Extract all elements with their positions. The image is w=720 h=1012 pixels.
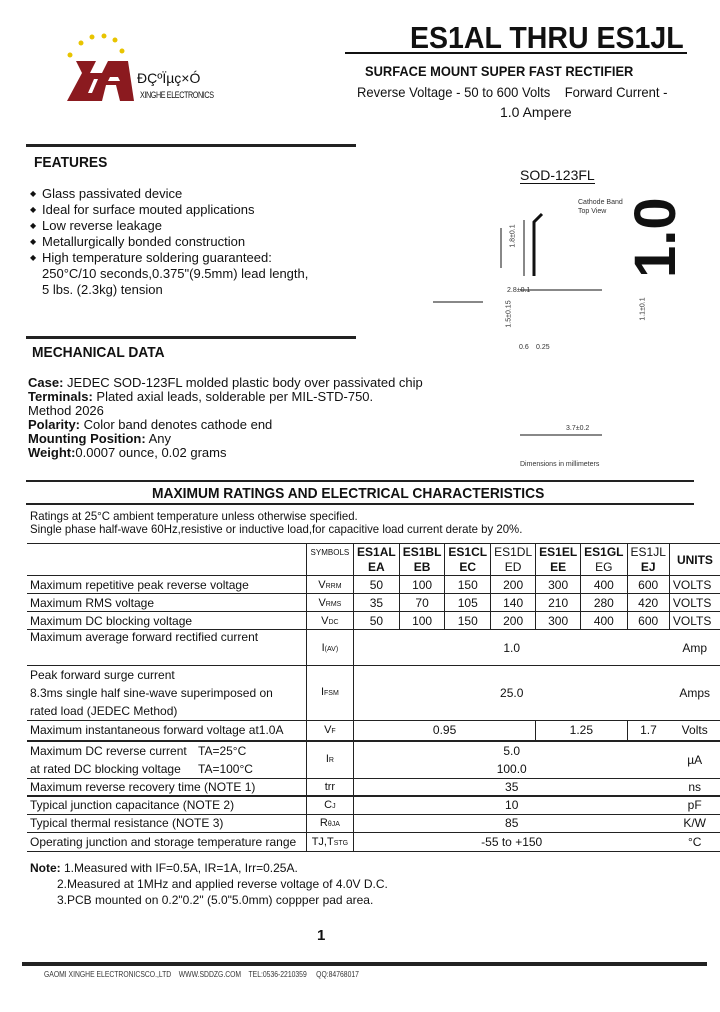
ratings-rule	[26, 503, 694, 505]
title-rule	[345, 52, 687, 54]
company-logo	[62, 33, 137, 108]
cathode-band-label: Cathode Band	[578, 199, 623, 206]
feature-continuation: 250°C/10 seconds,0.375"(9.5mm) lead leng…	[42, 266, 309, 281]
feature-item: ◆ Ideal for surface mouted applications	[30, 202, 255, 217]
features-rule	[26, 144, 356, 147]
notes: Note: 1.Measured with IF=0.5A, IR=1A, Ir…	[30, 860, 388, 908]
note-item: 2.Measured at 1MHz and applied reverse v…	[57, 877, 388, 891]
package-dimension-drawing	[433, 212, 602, 436]
top-view-label: Top View	[578, 208, 607, 215]
ratings-rule	[26, 480, 694, 482]
part-header: ES1DL ED	[490, 543, 537, 576]
symbols-header: SYMBOLS	[305, 543, 355, 576]
table-row: Maximum DC blocking voltage VDC 50 100 150…	[27, 611, 720, 630]
logo-text-en: XINGHE ELECTRONICS	[140, 90, 214, 100]
table-header-row: SYMBOLS ES1AL EA ES1BL EB ES1CL EC ES1DL ED …	[27, 543, 720, 576]
notes-title: Note:	[30, 861, 61, 875]
dim-label: 3.7±0.2	[566, 425, 590, 432]
mech-row-case: Case: JEDEC SOD-123FL molded plastic bod…	[28, 375, 423, 390]
part-header: ES1AL EA	[353, 543, 400, 576]
specs-line-2: 1.0 Ampere	[500, 104, 572, 120]
feature-continuation: 5 lbs. (2.3kg) tension	[42, 282, 163, 297]
part-header: ES1BL EB	[398, 543, 446, 576]
footer-rule	[22, 962, 707, 966]
page-number: 1	[317, 927, 326, 944]
mechanical-data: Case: JEDEC SOD-123FL molded plastic bod…	[28, 376, 423, 460]
arrow-bullet-icon: ◆	[30, 189, 37, 198]
logo-text-cn: ĐÇºÏµç×Ó	[137, 70, 201, 86]
features-heading: FEATURES	[34, 154, 108, 171]
dim-label: 0.6	[519, 344, 529, 351]
table-row: Peak forward surge current 8.3ms single h…	[27, 665, 720, 721]
mech-row-polarity: Polarity: Color band denotes cathode end	[28, 417, 273, 432]
arrow-bullet-icon: ◆	[30, 221, 37, 230]
ratings-note-2: Single phase half-wave 60Hz,resistive or…	[30, 522, 523, 536]
dimensions-footnote: Dimensions in millimeters	[520, 461, 600, 468]
table-row: Typical junction capacitance (NOTE 2) CJ…	[27, 795, 720, 815]
mechanical-heading: MECHANICAL DATA	[32, 344, 165, 361]
arrow-bullet-icon: ◆	[30, 253, 37, 262]
table-row: Maximum repetitive peak reverse voltage …	[27, 575, 720, 594]
feature-item: ◆ High temperature soldering guaranteed:	[30, 250, 272, 265]
mechanical-rule	[26, 336, 356, 339]
mech-row-mounting: Mounting Position: Any	[28, 431, 171, 446]
ratings-note-1: Ratings at 25°C ambient temperature unle…	[30, 509, 358, 523]
note-item: 1.Measured with IF=0.5A, IR=1A, Irr=0.25…	[60, 861, 298, 875]
ratings-heading: MAXIMUM RATINGS AND ELECTRICAL CHARACTER…	[152, 485, 545, 502]
units-header: UNITS	[668, 543, 720, 576]
document-subtitle: SURFACE MOUNT SUPER FAST RECTIFIER	[365, 63, 634, 79]
dim-label: 1.1±0.1	[639, 297, 647, 321]
dim-label: 0.25	[536, 344, 550, 351]
table-row: Maximum RMS voltage VRMS 35 70 105 140 210 28…	[27, 593, 720, 612]
feature-item: ◆ Metallurgically bonded construction	[30, 234, 246, 249]
feature-item: ◆ Glass passivated device	[30, 186, 183, 201]
note-item: 3.PCB mounted on 0.2"0.2" (5.0"5.0mm) co…	[57, 893, 374, 907]
package-name: SOD-123FL	[520, 167, 595, 184]
table-row: Maximum DC reverse current TA=25°C at rate…	[27, 740, 720, 779]
dim-label: 1.8±0.1	[509, 224, 517, 248]
dim-label: 2.8±0.1	[507, 287, 531, 294]
table-row: Operating junction and storage temperatu…	[27, 831, 720, 852]
specs-line-1: Reverse Voltage - 50 to 600 Volts Forwar…	[357, 84, 668, 100]
dim-label: 1.5±0.15	[505, 300, 513, 328]
part-header: ES1GL EG	[580, 543, 628, 576]
ratings-table: SYMBOLS ES1AL EA ES1BL EB ES1CL EC ES1DL ED …	[27, 543, 720, 852]
mech-row-terminals: Terminals: Plated axial leads, solderabl…	[28, 389, 374, 404]
part-header: ES1JL EJ	[626, 543, 670, 576]
part-header: ES1CL EC	[444, 543, 492, 576]
table-row: Typical thermal resistance (NOTE 3) RθJA…	[27, 813, 720, 833]
arrow-bullet-icon: ◆	[30, 205, 37, 214]
table-row: Maximum reverse recovery time (NOTE 1) t…	[27, 777, 720, 797]
table-row: Maximum average forward rectified curren…	[27, 629, 720, 666]
part-header: ES1EL EE	[535, 543, 582, 576]
feature-item: ◆ Low reverse leakage	[30, 218, 162, 233]
mech-row-method: Method 2026	[28, 403, 104, 418]
document-title: ES1AL THRU ES1JL	[410, 20, 684, 55]
arrow-bullet-icon: ◆	[30, 237, 37, 246]
features-list: ◆ Glass passivated device ◆ Ideal for surf…	[30, 186, 308, 298]
table-row: Maximum instantaneous forward voltage at…	[27, 720, 720, 741]
mech-row-weight: Weight:0.0007 ounce, 0.02 grams	[28, 445, 227, 460]
footer-text: GAOMI XINGHE ELECTRONICSCO.,LTD WWW.SDDZ…	[44, 970, 359, 979]
